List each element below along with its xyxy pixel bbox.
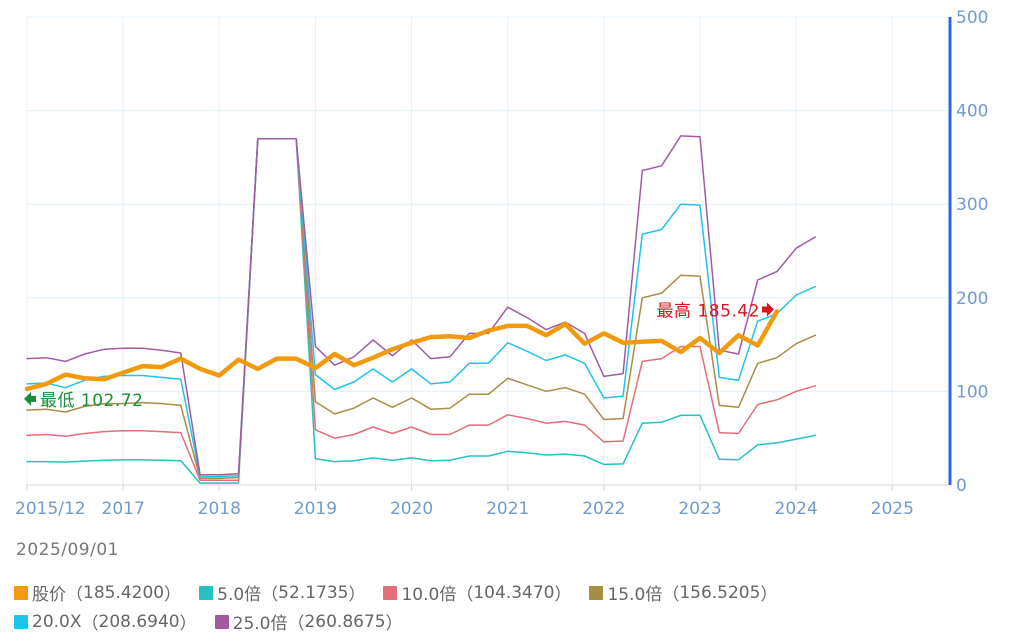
min-marker-arrow-icon [24,391,36,406]
legend-swatch [14,614,28,629]
x-tick-label: 2018 [198,499,241,519]
x-tick-label: 2017 [102,499,145,519]
legend-latest-value: 185.4200 [83,582,165,603]
date-label: 2025/09/01 [16,540,119,560]
x-tick-label: 2023 [678,499,721,519]
legend-latest-value: 260.8675 [304,611,386,632]
legend-item-pe25[interactable]: 25.0倍（260.8675） [214,609,403,634]
legend-swatch [14,585,28,600]
legend-series-name: 25.0倍 [232,614,288,634]
legend-latest-value: 104.3470 [473,582,555,603]
legend-item-pe10[interactable]: 10.0倍（104.3470） [383,580,571,605]
legend-series-name: 10.0倍 [401,585,457,605]
series-line-pe20 [26,137,817,478]
y-tick-label: 200 [956,289,988,309]
x-tick-label: 2024 [775,499,818,519]
legend-latest-value: 208.6940 [98,611,180,632]
y-tick-label: 400 [956,102,988,122]
series-line-pe5 [26,137,817,484]
line-chart: 0 100 200 300 400 500 2015/12 2017 2018 2019 2020 2… [15,8,988,519]
legend-latest-value: 52.1735 [278,582,349,603]
series-line-pe10 [26,137,817,482]
x-tick-label: 2025 [871,499,914,519]
x-tick-label: 2015/12 [15,499,86,519]
x-tick-label: 2022 [582,499,625,519]
y-tick-label: 500 [956,8,988,28]
legend-swatch [383,585,398,600]
x-tick-label: 2019 [294,499,337,519]
x-tick-label: 2021 [486,499,529,519]
legend-row: 股价（185.4200） 5.0倍（52.1735） 10.0倍（104.3470）… [14,580,795,605]
legend-item-pe20[interactable]: 20.0X （208.6940） [14,609,197,634]
legend-item-price[interactable]: 股价（185.4200） [14,580,181,605]
y-tick-label: 100 [956,382,988,402]
legend-item-pe15[interactable]: 15.0倍（156.5205） [589,580,777,605]
legend-series-name: 5.0倍 [217,585,262,605]
legend-series-name: 15.0倍 [607,585,663,605]
legend-latest-value: 156.5205 [679,582,761,603]
y-tick-label: 0 [956,476,967,496]
legend-swatch [214,614,229,629]
legend-series-name: 股价 [32,585,66,605]
max-annotation-label: 最高 185.42 [657,301,760,321]
series-line-price [24,309,780,392]
min-annotation-label: 最低 102.72 [40,391,143,411]
series-line-pe25 [26,135,817,476]
series-line-pe15 [26,137,817,480]
x-tick-label: 2020 [390,499,433,519]
y-tick-label: 300 [956,195,988,215]
legend-swatch [589,585,604,600]
legend-series-name: 20.0X [32,611,82,632]
legend-item-pe5[interactable]: 5.0倍（52.1735） [199,580,365,605]
max-marker-arrow-icon [761,302,774,317]
legend-row: 20.0X （208.6940） 25.0倍（260.8675） [14,609,421,634]
legend-swatch [199,585,214,600]
